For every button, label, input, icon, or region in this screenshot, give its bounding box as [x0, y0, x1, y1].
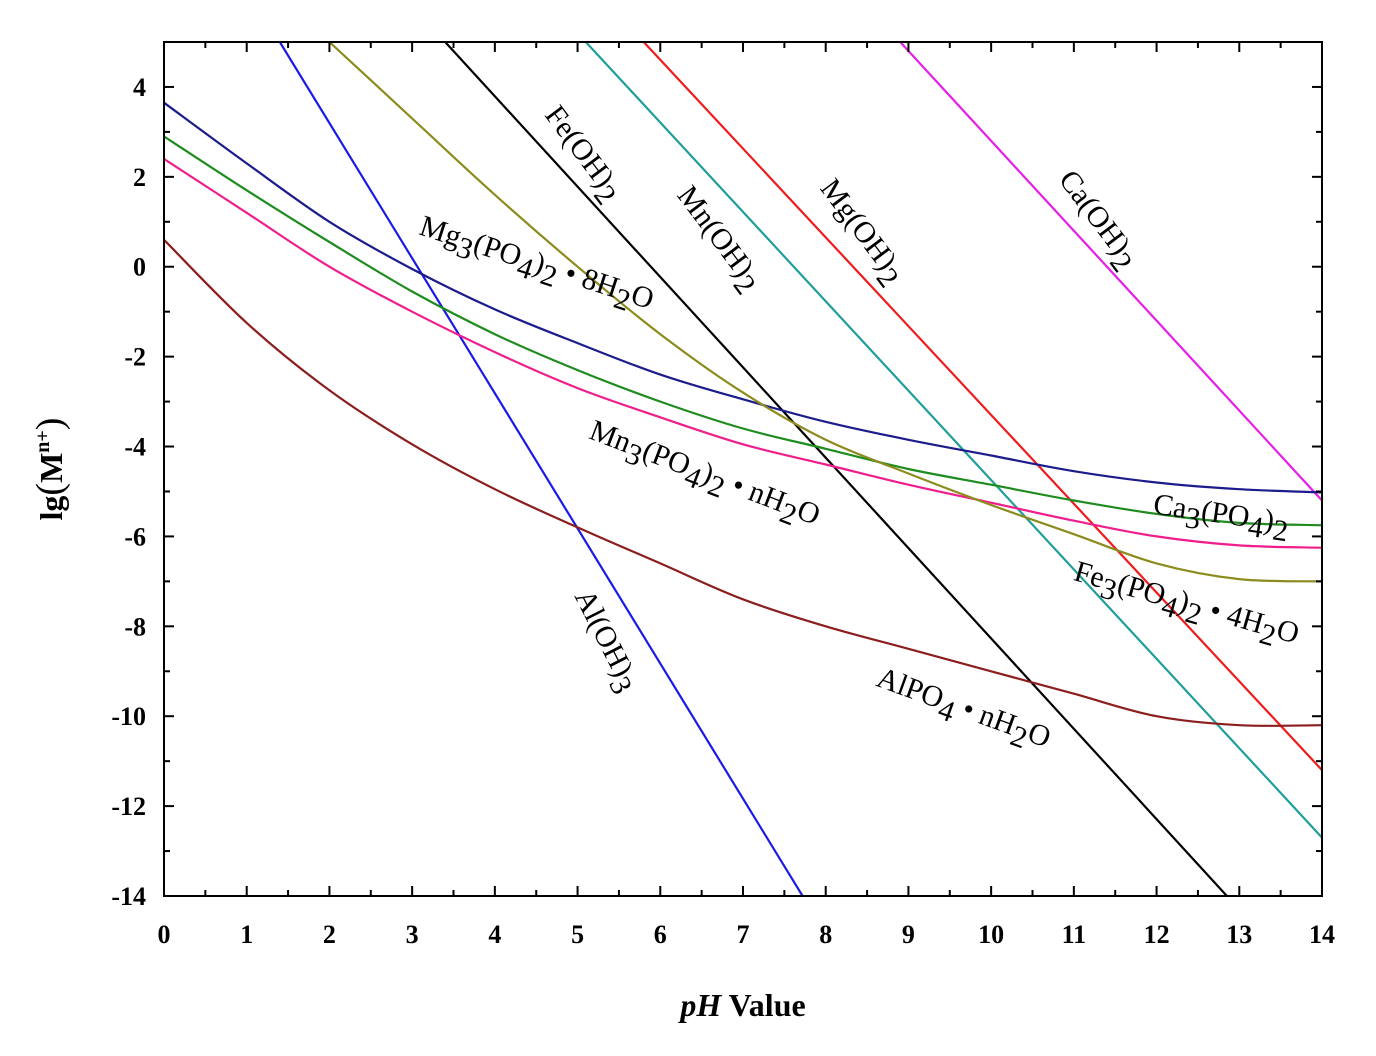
x-tick-label: 5 — [571, 920, 584, 949]
series-line-1 — [444, 42, 1228, 896]
curve-label-1: Fe(OH)2 — [531, 99, 630, 211]
y-tick-label: -14 — [111, 882, 146, 911]
x-tick-label: 7 — [737, 920, 750, 949]
curve-label-2: Mn(OH)2 — [664, 180, 770, 301]
y-tick-label: -10 — [111, 702, 146, 731]
curve-label-7: Mn3(PO4)2 • nH2O — [582, 413, 825, 540]
curve-label-0: Al(OH)3 — [560, 584, 647, 700]
curve-label-6: Ca3(PO4)2 — [1150, 488, 1291, 549]
x-tick-label: 14 — [1309, 920, 1335, 949]
y-tick-label: -2 — [124, 343, 146, 372]
y-axis-title: lg(Mn+) — [29, 418, 71, 521]
curve-labels: Al(OH)3Fe(OH)2 Mn(OH)2Mg(OH)2Ca(OH)2Mg3(P… — [413, 99, 1303, 763]
x-tick-label: 9 — [902, 920, 915, 949]
x-tick-label: 3 — [406, 920, 419, 949]
series-line-6 — [164, 135, 1322, 527]
curve-label-5: Mg3(PO4)2 • 8H2O — [413, 209, 658, 324]
series-line-5 — [164, 101, 1322, 494]
y-tick-label: 4 — [133, 73, 146, 102]
x-tick-label: 10 — [978, 920, 1004, 949]
y-tick-label: 2 — [133, 163, 146, 192]
y-tick-label: -8 — [124, 612, 146, 641]
x-tick-label: 0 — [158, 920, 171, 949]
x-tick-label: 13 — [1226, 920, 1252, 949]
y-tick-label: -4 — [124, 433, 146, 462]
x-tick-label: 8 — [819, 920, 832, 949]
series-line-4 — [899, 42, 1322, 502]
axis-ticks — [163, 41, 1323, 897]
curve-label-4: Ca(OH)2 — [1045, 164, 1146, 278]
series-line-0 — [278, 42, 804, 896]
x-tick-label: 12 — [1144, 920, 1170, 949]
series-line-7 — [164, 157, 1322, 549]
x-tick-label: 1 — [240, 920, 253, 949]
x-tick-label: 4 — [488, 920, 501, 949]
series-line-3 — [642, 42, 1322, 771]
curve-label-9: AlPO4 • nH2O — [870, 661, 1056, 763]
x-axis-title: pH Value — [677, 987, 805, 1023]
x-tick-label: 2 — [323, 920, 336, 949]
series-line-2 — [584, 42, 1322, 839]
x-tick-label: 11 — [1062, 920, 1087, 949]
series-line-9 — [164, 239, 1322, 727]
y-tick-label: -6 — [124, 522, 146, 551]
series-line-8 — [328, 42, 1322, 583]
chart-series-group — [164, 42, 1322, 896]
y-tick-label: -12 — [111, 792, 146, 821]
y-tick-label: 0 — [133, 253, 146, 282]
x-tick-label: 6 — [654, 920, 667, 949]
